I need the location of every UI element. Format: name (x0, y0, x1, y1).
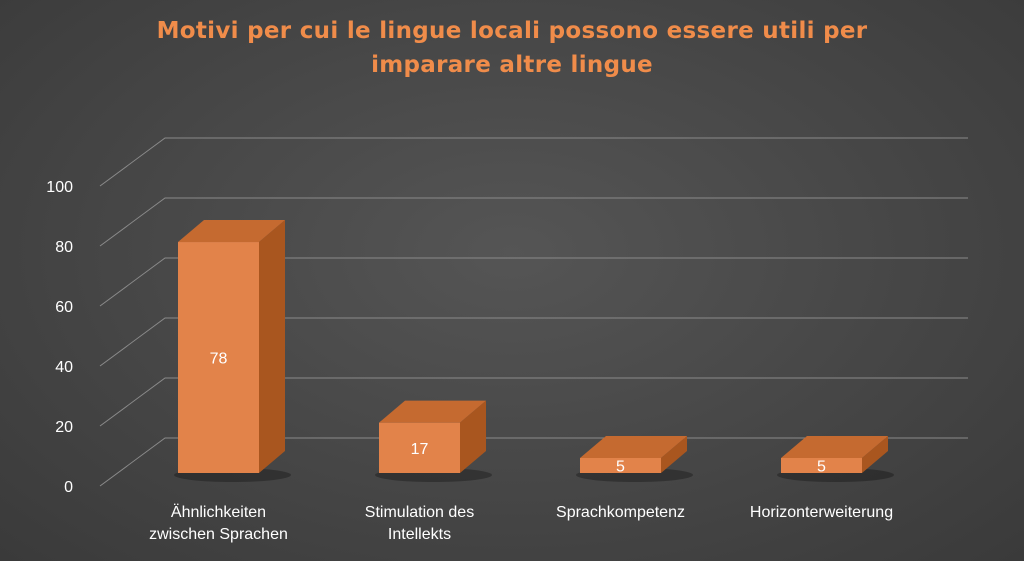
x-tick-label: Horizonterweiterung (749, 504, 894, 521)
gridline (99, 257, 968, 307)
bar (576, 436, 693, 482)
y-tick-label: 100 (46, 179, 73, 196)
y-tick-label: 60 (55, 299, 73, 316)
x-tick-label: Stimulation des Intellekts (364, 504, 475, 543)
bar-side-face (259, 220, 285, 473)
bar-top-face (580, 436, 687, 458)
x-tick-label: Sprachkompetenz (556, 504, 685, 521)
x-tick-label: Ähnlichkeiten zwischen Sprachen (149, 504, 288, 543)
bar-side-face (661, 436, 687, 473)
bar-top-face (178, 220, 285, 243)
bar-front-face (781, 458, 862, 473)
bar-front-face (580, 458, 661, 473)
data-label: 78 (210, 351, 228, 368)
bar-top-face (379, 400, 486, 423)
data-label: 5 (616, 459, 625, 476)
bar (777, 436, 894, 482)
gridline (99, 317, 968, 367)
grid-lines (99, 137, 968, 487)
bar-top-face (781, 436, 888, 458)
gridline (99, 137, 968, 187)
chart-title: Motivi per cui le lingue locali possono … (0, 14, 1024, 82)
bar-side-face (862, 436, 888, 473)
chart-title-line-1: Motivi per cui le lingue locali possono … (156, 18, 868, 44)
gridline (99, 197, 968, 247)
bar-front-face (379, 422, 460, 473)
bar (174, 220, 291, 482)
bar-side-face (460, 400, 486, 473)
y-tick-label: 80 (55, 239, 73, 256)
bar (375, 400, 492, 482)
y-tick-label: 20 (55, 419, 73, 436)
data-label: 5 (817, 459, 826, 476)
gridline (99, 437, 968, 487)
bar-front-face (178, 242, 259, 473)
data-label: 17 (411, 441, 429, 458)
y-tick-label: 40 (55, 359, 73, 376)
chart-title-line-2: imparare altre lingue (371, 52, 653, 78)
gridline (99, 377, 968, 427)
y-tick-label: 0 (64, 479, 73, 496)
